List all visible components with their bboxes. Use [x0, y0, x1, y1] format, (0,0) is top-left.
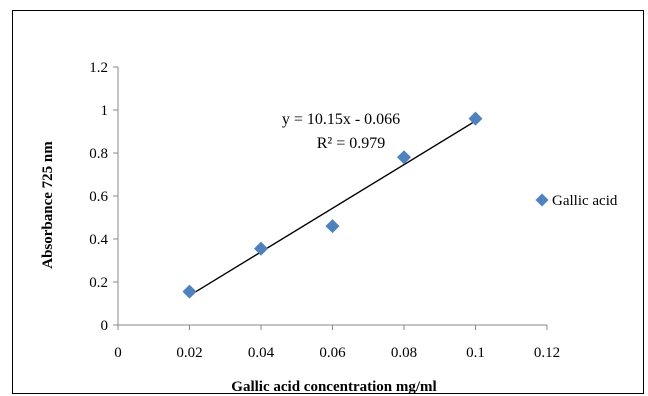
x-tick-label: 0.04 [248, 345, 275, 361]
data-point [325, 219, 340, 234]
data-point [468, 111, 483, 126]
data-point [397, 150, 411, 165]
y-tick-label: 0.6 [89, 189, 108, 205]
y-tick-label: 0.8 [89, 146, 108, 162]
trendline-r2: R² = 0.979 [317, 135, 386, 152]
y-axis-title: Absorbance 725 nm [40, 141, 56, 269]
x-tick-label: 0.12 [534, 345, 560, 361]
axes [113, 66, 548, 330]
y-tick-label: 0.4 [89, 232, 108, 248]
y-tick-label: 1.2 [89, 60, 108, 76]
x-tick-label: 0.06 [319, 345, 346, 361]
y-tick-label: 1 [101, 103, 109, 119]
x-tick-label: 0.1 [466, 345, 485, 361]
legend-label: Gallic acid [552, 193, 618, 209]
data-points [182, 111, 483, 299]
trendline [189, 120, 476, 297]
tick-labels: 0 0.2 0.4 0.6 0.8 1 1.2 0 0.02 0.04 0.06 0.08 0.1 0.1… [89, 60, 560, 361]
legend-marker-diamond [535, 193, 549, 207]
legend: Gallic acid [535, 193, 618, 209]
x-tick-label: 0.02 [176, 345, 202, 361]
x-axis-title: Gallic acid concentration mg/ml [231, 379, 436, 395]
trendline-equation: y = 10.15x - 0.066 [282, 111, 400, 128]
y-tick-label: 0 [101, 318, 109, 334]
x-tick-label: 0.08 [391, 345, 417, 361]
data-point [182, 284, 197, 299]
y-tick-label: 0.2 [89, 275, 108, 291]
x-tick-label: 0 [114, 345, 122, 361]
data-point [254, 241, 268, 256]
